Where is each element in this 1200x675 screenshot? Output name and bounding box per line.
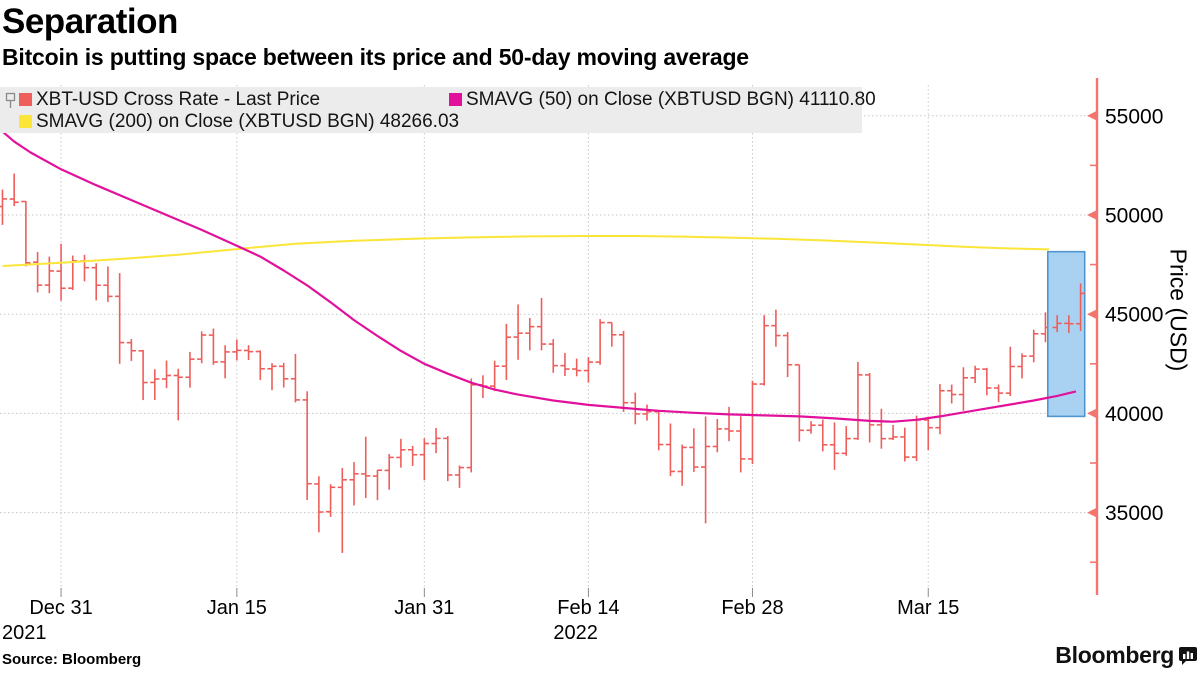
legend-label-smavg200: SMAVG (200) on Close (XBTUSD BGN) 48266.… [36, 111, 460, 132]
smavg50-swatch [449, 93, 462, 106]
y-tick-arrow [1087, 110, 1097, 121]
y-tick-label: 55000 [1105, 105, 1163, 128]
y-tick-arrow [1087, 209, 1097, 220]
bloomberg-logo-icon [1179, 647, 1197, 665]
smavg50-line [1, 130, 1077, 423]
smavg200-line [2, 235, 1050, 267]
x-tick-label: Jan 31 [394, 597, 454, 619]
x-tick-label: Feb 14 [557, 597, 619, 619]
y-tick-arrow [1087, 309, 1097, 320]
x-year-label: 2021 [2, 622, 47, 644]
legend-label-smavg50: SMAVG (50) on Close (XBTUSD BGN) 41110.8… [466, 89, 876, 110]
highlight-box [1046, 250, 1086, 418]
y-axis-title: Price (USD) [1165, 248, 1192, 372]
page-title: Separation [2, 2, 178, 41]
y-tick-label: 40000 [1105, 403, 1163, 426]
y-tick-arrow [1087, 507, 1097, 518]
y-tick-label: 45000 [1105, 304, 1163, 327]
smavg200-swatch [19, 115, 32, 128]
chart-legend: XBT-USD Cross Rate - Last Price SMAVG (5… [0, 87, 876, 133]
x-tick-label: Feb 28 [721, 597, 783, 619]
y-tick-label: 35000 [1105, 502, 1163, 525]
y-tick-arrow [1087, 408, 1097, 419]
legend-label-price: XBT-USD Cross Rate - Last Price [36, 89, 321, 110]
x-year-label: 2022 [553, 622, 598, 644]
bloomberg-wordmark: Bloomberg [1055, 642, 1174, 668]
price-series-swatch [19, 93, 32, 106]
y-tick-label: 50000 [1105, 204, 1163, 227]
tracker-flag-icon [5, 92, 16, 108]
x-tick-label: Mar 15 [897, 597, 959, 619]
source-note: Source: Bloomberg [2, 651, 142, 668]
x-tick-label: Jan 15 [207, 597, 267, 619]
x-tick-label: Dec 31 [29, 597, 92, 619]
page-subtitle: Bitcoin is putting space between its pri… [2, 44, 749, 70]
